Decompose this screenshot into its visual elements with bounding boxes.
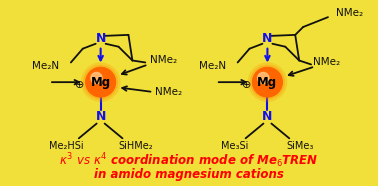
Text: N: N [262,32,273,45]
Circle shape [253,67,282,97]
Text: NMe₂: NMe₂ [150,55,177,65]
Text: in amido magnesium cations: in amido magnesium cations [94,168,284,181]
Text: N: N [96,110,106,123]
Circle shape [81,63,120,101]
Circle shape [86,67,116,97]
Circle shape [250,65,285,99]
Text: Mg: Mg [257,76,277,89]
Text: SiHMe₂: SiHMe₂ [118,141,153,151]
Circle shape [257,72,269,84]
Text: Me₂HSi: Me₂HSi [49,141,83,151]
Text: Mg: Mg [91,76,111,89]
Text: $\kappa^3$ $vs$ $\kappa^4$ coordination mode of Me$_6$TREN: $\kappa^3$ $vs$ $\kappa^4$ coordination … [59,152,319,170]
Text: ⊕: ⊕ [242,80,251,90]
Text: NMe₂: NMe₂ [155,87,182,97]
Text: SiMe₃: SiMe₃ [287,141,314,151]
Text: Me₂N: Me₂N [32,61,59,71]
Text: Me₂N: Me₂N [198,61,226,71]
Text: NMe₂: NMe₂ [313,57,340,68]
Text: ⊕: ⊕ [75,80,85,90]
Text: N: N [262,110,273,123]
Circle shape [84,65,118,99]
Text: Me₃Si: Me₃Si [221,141,248,151]
Text: N: N [96,32,106,45]
Text: NMe₂: NMe₂ [336,8,363,18]
Circle shape [91,72,102,84]
Circle shape [248,63,287,101]
